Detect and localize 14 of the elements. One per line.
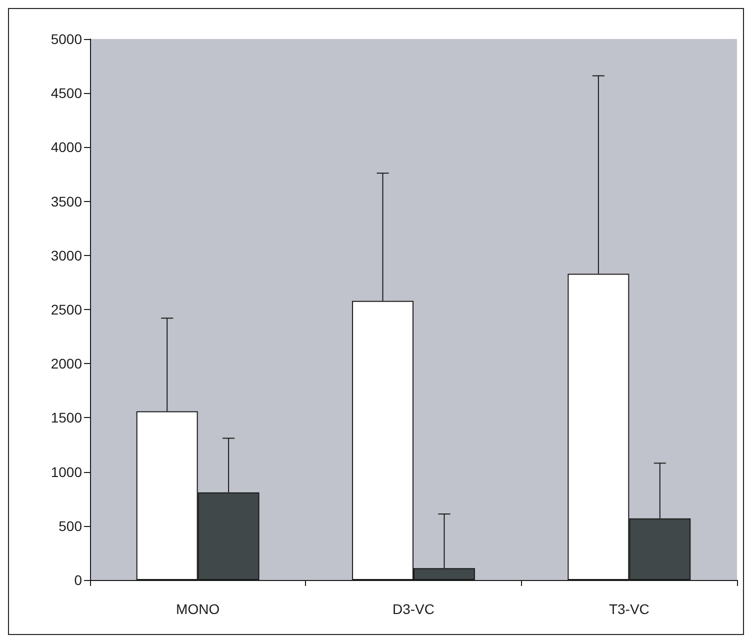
y-tick-label: 1500	[50, 410, 82, 426]
y-tick-label: 1000	[50, 464, 82, 480]
x-tick-label: T3-VC	[608, 601, 650, 617]
y-tick-label: 4500	[50, 85, 82, 102]
y-tick-label: 500	[58, 518, 82, 534]
y-tick-label: 3000	[50, 247, 82, 264]
y-tick-label: 4000	[50, 139, 82, 156]
y-tick-label: 2000	[50, 356, 82, 372]
x-tick-label: MONO	[176, 601, 220, 617]
y-tick-label: 3500	[50, 193, 82, 210]
x-tick-label: D3-VC	[392, 601, 435, 617]
y-tick-label: 5000	[50, 31, 82, 47]
y-tick-label: 2500	[50, 302, 82, 318]
y-tick-label: 0	[74, 572, 82, 588]
